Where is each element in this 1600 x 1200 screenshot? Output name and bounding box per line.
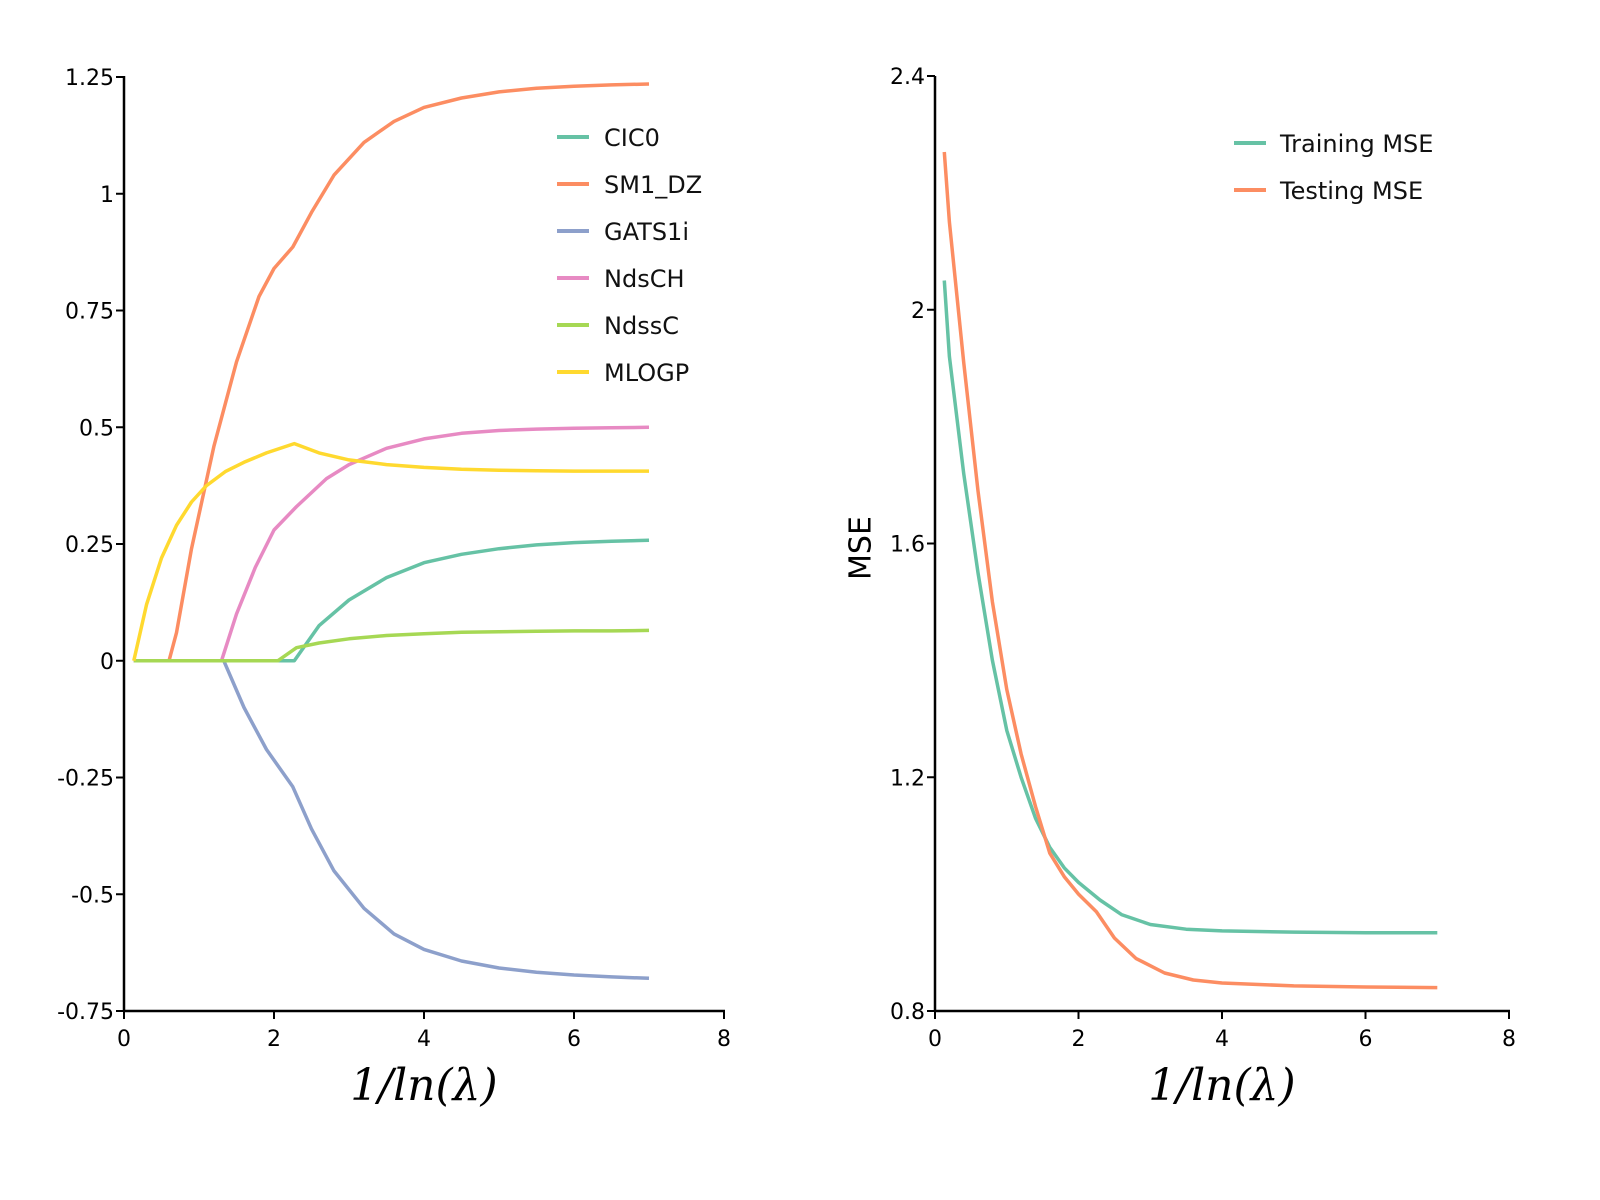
left-x-axis-title: 1/ln(λ) — [350, 1060, 497, 1111]
coefficient-path-chart: 1.25 1 0.75 0.5 0.25 0 -0.25 -0.5 -0.75 0 2 4 6 8 1/… — [57, 66, 731, 1111]
right-series-training-mse — [942, 280, 1438, 935]
left-x-tick-label: 6 — [567, 1027, 581, 1052]
right-y-axis-title: MSE — [844, 516, 879, 580]
left-y-tick-label: 1 — [100, 183, 114, 208]
right-y-tick-label: 1.2 — [890, 766, 925, 791]
left-series-ndssc — [133, 628, 650, 663]
left-series-mlogp — [132, 441, 649, 662]
right-legend-item: Testing MSE — [1234, 177, 1423, 205]
left-legend-item: MLOGP — [557, 359, 689, 387]
right-y-tick-label: 2.4 — [890, 65, 925, 90]
right-x-tick-label: 2 — [1072, 1027, 1086, 1052]
right-x-tick-label: 0 — [928, 1027, 942, 1052]
left-x-tick-label: 8 — [717, 1027, 731, 1052]
left-legend-item: NdssC — [557, 312, 679, 340]
left-legend: CIC0 SM1_DZ GATS1i NdsCH NdssC MLOGP — [557, 124, 702, 387]
legend-label: Testing MSE — [1279, 177, 1423, 205]
legend-label: NdsCH — [604, 265, 685, 293]
left-series-cic0 — [133, 538, 650, 663]
left-x-tick-label: 4 — [417, 1027, 431, 1052]
right-x-axis-title: 1/ln(λ) — [1148, 1060, 1295, 1111]
left-legend-item: CIC0 — [557, 124, 660, 152]
left-y-tick-label: -0.5 — [71, 883, 114, 908]
legend-label: CIC0 — [604, 124, 660, 152]
left-y-tick-label: 1.25 — [65, 66, 114, 91]
left-y-tick-label: -0.75 — [57, 1000, 114, 1025]
left-x-tick-label: 2 — [267, 1027, 281, 1052]
left-y-tick-label: 0.25 — [65, 533, 114, 558]
left-series-ndsch — [133, 425, 650, 663]
legend-label: GATS1i — [604, 218, 689, 246]
right-x-ticks: 0 2 4 6 8 — [928, 1011, 1516, 1052]
legend-label: SM1_DZ — [604, 171, 702, 199]
left-legend-item: GATS1i — [557, 218, 689, 246]
left-y-tick-label: 0 — [100, 650, 114, 675]
left-legend-item: NdsCH — [557, 265, 685, 293]
left-y-tick-label: 0.5 — [79, 416, 114, 441]
right-x-tick-label: 4 — [1215, 1027, 1229, 1052]
right-legend-item: Training MSE — [1234, 130, 1433, 158]
left-y-ticks: 1.25 1 0.75 0.5 0.25 0 -0.25 -0.5 -0.75 — [57, 66, 124, 1025]
mse-chart: 2.4 2 1.6 1.2 0.8 0 2 4 6 8 1/ln(λ) MSE Training… — [844, 65, 1517, 1111]
right-y-tick-label: 1.6 — [890, 533, 925, 558]
right-series-group — [942, 151, 1438, 990]
left-y-tick-label: -0.25 — [57, 767, 114, 792]
legend-label: MLOGP — [604, 359, 689, 387]
right-y-tick-label: 2 — [911, 299, 925, 324]
left-series-group — [132, 82, 650, 981]
legend-label: Training MSE — [1279, 130, 1433, 158]
left-legend-item: SM1_DZ — [557, 171, 702, 199]
right-series-testing-mse — [942, 151, 1438, 990]
left-x-ticks: 0 2 4 6 8 — [117, 1011, 731, 1052]
right-legend: Training MSE Testing MSE — [1234, 130, 1433, 205]
right-y-ticks: 2.4 2 1.6 1.2 0.8 — [890, 65, 935, 1025]
left-series-sm1-dz — [133, 82, 650, 663]
right-y-tick-label: 0.8 — [890, 1000, 925, 1025]
right-x-tick-label: 6 — [1359, 1027, 1373, 1052]
left-x-tick-label: 0 — [117, 1027, 131, 1052]
right-x-tick-label: 8 — [1502, 1027, 1516, 1052]
legend-label: NdssC — [604, 312, 679, 340]
left-y-tick-label: 0.75 — [65, 300, 114, 325]
left-series-gats1i — [133, 659, 650, 981]
